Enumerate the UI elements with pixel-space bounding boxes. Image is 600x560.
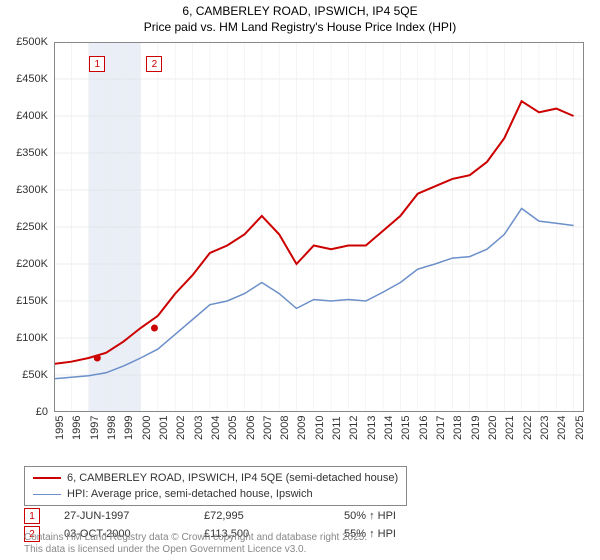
x-axis-label: 2007 bbox=[262, 416, 274, 440]
line-chart bbox=[54, 42, 584, 412]
legend-item: HPI: Average price, semi-detached house,… bbox=[33, 486, 398, 502]
x-axis-label: 2017 bbox=[435, 416, 447, 440]
x-axis-label: 1998 bbox=[106, 416, 118, 440]
x-axis-label: 2025 bbox=[574, 416, 586, 440]
transaction-note: 50% ↑ HPI bbox=[344, 510, 396, 522]
title-line1: 6, CAMBERLEY ROAD, IPSWICH, IP4 5QE bbox=[0, 4, 600, 20]
y-axis-label: £350K bbox=[16, 147, 48, 159]
x-axis-label: 2019 bbox=[470, 416, 482, 440]
transaction-price: £72,995 bbox=[204, 510, 344, 522]
y-axis-label: £0 bbox=[36, 406, 48, 418]
x-axis-label: 2023 bbox=[539, 416, 551, 440]
y-axis-label: £200K bbox=[16, 258, 48, 270]
y-axis-label: £250K bbox=[16, 221, 48, 233]
x-axis-label: 2003 bbox=[193, 416, 205, 440]
x-axis-label: 2009 bbox=[296, 416, 308, 440]
y-axis-label: £150K bbox=[16, 295, 48, 307]
x-axis-label: 2021 bbox=[504, 416, 516, 440]
x-axis-label: 2000 bbox=[141, 416, 153, 440]
x-axis-label: 2012 bbox=[348, 416, 360, 440]
transaction-date: 27-JUN-1997 bbox=[64, 510, 204, 522]
x-axis-label: 1999 bbox=[123, 416, 135, 440]
x-axis-label: 2015 bbox=[400, 416, 412, 440]
x-axis-label: 2016 bbox=[418, 416, 430, 440]
chart-area: 12 bbox=[54, 42, 584, 412]
y-axis-label: £450K bbox=[16, 73, 48, 85]
x-axis-label: 1996 bbox=[71, 416, 83, 440]
x-axis-label: 2011 bbox=[331, 416, 343, 440]
x-axis-label: 2004 bbox=[210, 416, 222, 440]
footer: Contains HM Land Registry data © Crown c… bbox=[24, 532, 367, 556]
x-axis-label: 2022 bbox=[522, 416, 534, 440]
legend-label: HPI: Average price, semi-detached house,… bbox=[67, 488, 313, 500]
x-axis-label: 2024 bbox=[556, 416, 568, 440]
legend-label: 6, CAMBERLEY ROAD, IPSWICH, IP4 5QE (sem… bbox=[67, 472, 398, 484]
legend-item: 6, CAMBERLEY ROAD, IPSWICH, IP4 5QE (sem… bbox=[33, 470, 398, 486]
x-axis-label: 2001 bbox=[158, 416, 170, 440]
x-axis-label: 2018 bbox=[452, 416, 464, 440]
footer-line1: Contains HM Land Registry data © Crown c… bbox=[24, 532, 367, 544]
x-axis-label: 2006 bbox=[245, 416, 257, 440]
x-axis-label: 2008 bbox=[279, 416, 291, 440]
legend: 6, CAMBERLEY ROAD, IPSWICH, IP4 5QE (sem… bbox=[24, 466, 407, 506]
x-axis-label: 2020 bbox=[487, 416, 499, 440]
title-line2: Price paid vs. HM Land Registry's House … bbox=[0, 20, 600, 36]
x-axis-label: 1995 bbox=[54, 416, 66, 440]
y-axis-label: £300K bbox=[16, 184, 48, 196]
y-axis-label: £100K bbox=[16, 332, 48, 344]
x-axis-label: 2013 bbox=[366, 416, 378, 440]
x-axis-label: 2005 bbox=[227, 416, 239, 440]
x-axis-label: 2002 bbox=[175, 416, 187, 440]
chart-marker-badge: 2 bbox=[146, 56, 162, 72]
transaction-row: 1 27-JUN-1997£72,99550% ↑ HPI bbox=[24, 508, 396, 524]
y-axis-label: £50K bbox=[22, 369, 48, 381]
transaction-marker-badge: 1 bbox=[24, 508, 40, 524]
y-axis-label: £500K bbox=[16, 36, 48, 48]
x-axis-label: 2010 bbox=[314, 416, 326, 440]
chart-marker-badge: 1 bbox=[89, 56, 105, 72]
x-axis-label: 2014 bbox=[383, 416, 395, 440]
x-axis-labels: 1995 1996 1997 1998 1999 2000 2001 2002 2003 2004… bbox=[54, 418, 584, 468]
y-axis-labels: £0£50K£100K£150K£200K£250K£300K£350K£400… bbox=[0, 42, 50, 412]
chart-title: 6, CAMBERLEY ROAD, IPSWICH, IP4 5QE Pric… bbox=[0, 0, 600, 35]
x-axis-label: 1997 bbox=[89, 416, 101, 440]
y-axis-label: £400K bbox=[16, 110, 48, 122]
footer-line2: This data is licensed under the Open Gov… bbox=[24, 544, 367, 556]
